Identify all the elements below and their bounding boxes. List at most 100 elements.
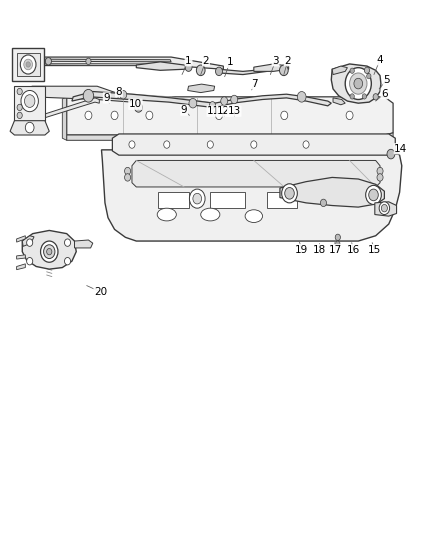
Circle shape (364, 67, 370, 74)
Text: 6: 6 (381, 88, 388, 99)
Polygon shape (332, 66, 347, 75)
Circle shape (221, 97, 228, 106)
Circle shape (354, 78, 363, 89)
Circle shape (120, 91, 127, 99)
Circle shape (285, 188, 294, 199)
Circle shape (17, 104, 22, 111)
Circle shape (346, 111, 353, 119)
Polygon shape (210, 192, 245, 208)
Polygon shape (44, 63, 171, 66)
Polygon shape (32, 86, 132, 102)
Circle shape (335, 234, 340, 240)
Circle shape (17, 112, 22, 118)
Circle shape (21, 91, 39, 112)
Polygon shape (17, 264, 25, 270)
Polygon shape (67, 133, 393, 140)
Circle shape (279, 65, 288, 76)
Text: 2: 2 (203, 56, 209, 66)
Circle shape (193, 193, 201, 204)
Polygon shape (22, 236, 34, 246)
Circle shape (189, 99, 197, 108)
Circle shape (111, 111, 118, 119)
Text: 3: 3 (272, 56, 279, 66)
Circle shape (377, 167, 383, 175)
Text: 1: 1 (185, 56, 192, 66)
Polygon shape (333, 98, 345, 105)
Circle shape (336, 241, 340, 246)
Polygon shape (219, 69, 267, 75)
Text: 9: 9 (181, 105, 187, 115)
Text: 5: 5 (383, 75, 390, 85)
Circle shape (129, 141, 135, 148)
Circle shape (281, 111, 288, 119)
Polygon shape (44, 57, 223, 69)
Circle shape (366, 185, 381, 205)
Circle shape (86, 58, 91, 64)
Circle shape (46, 58, 51, 65)
Circle shape (189, 189, 205, 208)
Circle shape (44, 245, 55, 259)
Circle shape (134, 103, 142, 112)
Circle shape (321, 199, 326, 207)
Circle shape (25, 95, 35, 108)
Ellipse shape (157, 208, 177, 221)
Ellipse shape (245, 210, 262, 222)
Circle shape (83, 90, 94, 102)
Circle shape (124, 174, 131, 181)
Circle shape (379, 202, 390, 215)
Circle shape (41, 241, 58, 262)
Text: 11: 11 (207, 106, 220, 116)
Text: 13: 13 (228, 106, 241, 116)
Text: 8: 8 (116, 86, 122, 96)
Circle shape (64, 239, 71, 246)
Text: 1: 1 (226, 58, 233, 67)
Circle shape (282, 184, 297, 203)
Polygon shape (14, 86, 45, 120)
Polygon shape (12, 48, 44, 81)
Circle shape (362, 94, 367, 99)
Circle shape (369, 189, 378, 201)
Polygon shape (17, 255, 25, 259)
Circle shape (207, 141, 213, 148)
Circle shape (345, 68, 371, 100)
Circle shape (215, 67, 223, 76)
Circle shape (17, 88, 22, 95)
Polygon shape (212, 94, 331, 108)
Circle shape (303, 141, 309, 148)
Circle shape (209, 102, 215, 109)
Circle shape (196, 65, 205, 76)
Polygon shape (17, 236, 25, 242)
Circle shape (381, 205, 388, 212)
Circle shape (297, 92, 306, 102)
Polygon shape (41, 98, 99, 119)
Circle shape (367, 74, 371, 79)
Polygon shape (102, 150, 402, 241)
Circle shape (387, 149, 395, 159)
Text: 14: 14 (394, 144, 407, 154)
Polygon shape (136, 62, 188, 70)
Circle shape (24, 59, 32, 70)
Text: 7: 7 (251, 78, 258, 88)
Polygon shape (267, 192, 297, 208)
Circle shape (26, 62, 30, 67)
Circle shape (20, 55, 36, 74)
Text: 2: 2 (284, 56, 291, 66)
Circle shape (85, 111, 92, 119)
Text: 10: 10 (129, 99, 142, 109)
Circle shape (377, 174, 383, 181)
Circle shape (164, 141, 170, 148)
Text: 4: 4 (377, 55, 383, 64)
Text: 12: 12 (217, 106, 230, 116)
Polygon shape (331, 64, 381, 103)
Circle shape (27, 257, 33, 265)
Circle shape (251, 141, 257, 148)
Text: 19: 19 (295, 245, 308, 255)
Polygon shape (132, 160, 380, 187)
Polygon shape (10, 120, 49, 135)
Polygon shape (187, 84, 215, 93)
Text: 18: 18 (312, 245, 326, 255)
Polygon shape (22, 230, 76, 269)
Circle shape (185, 63, 192, 71)
Circle shape (25, 122, 34, 133)
Text: 15: 15 (368, 245, 381, 255)
